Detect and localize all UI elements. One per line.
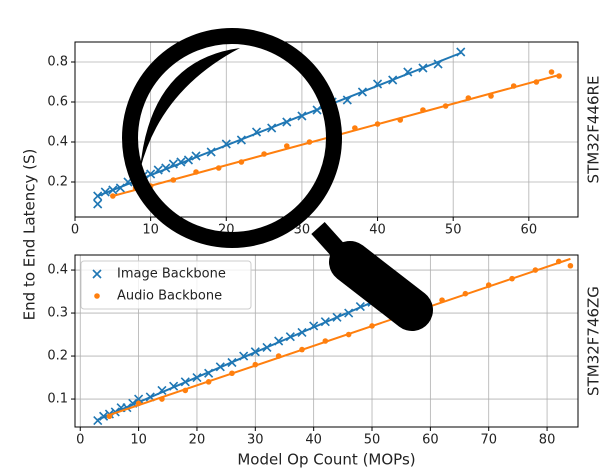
x-tick-label: 50 (364, 433, 381, 448)
y-tick-label: 0.6 (47, 95, 68, 110)
x-tick-label: 80 (539, 433, 556, 448)
x-tick-label: 0 (71, 223, 79, 238)
point (548, 69, 555, 75)
side-label: STM32F746ZG (585, 286, 603, 396)
y-tick-label: 0.4 (47, 263, 68, 278)
axes-frame (74, 254, 579, 428)
x-tick-label: 30 (247, 433, 264, 448)
magnifier (122, 28, 433, 331)
y-tick-label: 0.2 (47, 175, 68, 190)
x-tick-label: 60 (422, 433, 439, 448)
subplot: 0 10 20 30 40 50 600.20.40.60.8STM32F446REEnd … (21, 41, 603, 321)
y-tick-label: 0.3 (47, 306, 68, 321)
x-tick-label: 0 (76, 433, 84, 448)
x-tick-label: 30 (294, 223, 311, 238)
side-label: STM32F446RE (585, 76, 603, 184)
lens-glare (140, 48, 240, 170)
legend-marker (92, 269, 102, 279)
x-tick-label: 50 (445, 223, 462, 238)
legend-box (80, 260, 252, 310)
x-tick-label: 60 (521, 223, 538, 238)
fit-line (97, 288, 402, 421)
plots: 0 10 20 30 40 50 60 0.2 0.4 0.6 0.8 STM32F446RE End … (21, 41, 603, 469)
y-tick-label: 0.8 (47, 55, 68, 70)
legend-label: Image Backbone (117, 267, 226, 282)
x-tick-label: 20 (189, 433, 206, 448)
y-tick-label: 0.1 (47, 392, 68, 407)
handle (329, 241, 433, 331)
x-tick-label: 10 (142, 223, 159, 238)
x-tick-label: 40 (305, 433, 322, 448)
legend-marker (94, 293, 100, 299)
y-tick-label: 0.4 (47, 135, 68, 150)
fit-line (97, 52, 462, 197)
point (567, 262, 574, 269)
x-tick-label: 70 (480, 433, 497, 448)
x-tick-label: 10 (130, 433, 147, 448)
x-tick-label: 40 (369, 223, 386, 238)
point (93, 199, 103, 209)
fit-line (109, 257, 571, 416)
lens-rim (122, 28, 342, 248)
subplot: 0 10 20 30 40 50 60 70 80 0.1 0.2 0.3 0.4 STM32F746ZG… (47, 254, 603, 469)
axes-frame (74, 41, 579, 218)
y-tick-label: 0.2 (47, 349, 68, 364)
point (283, 143, 290, 149)
legend-label: Audio Backbone (117, 289, 222, 304)
y-axis-label: End to End Latency (S) (21, 149, 39, 321)
x-axis-label: Model Op Count (MOPs) (237, 451, 415, 469)
